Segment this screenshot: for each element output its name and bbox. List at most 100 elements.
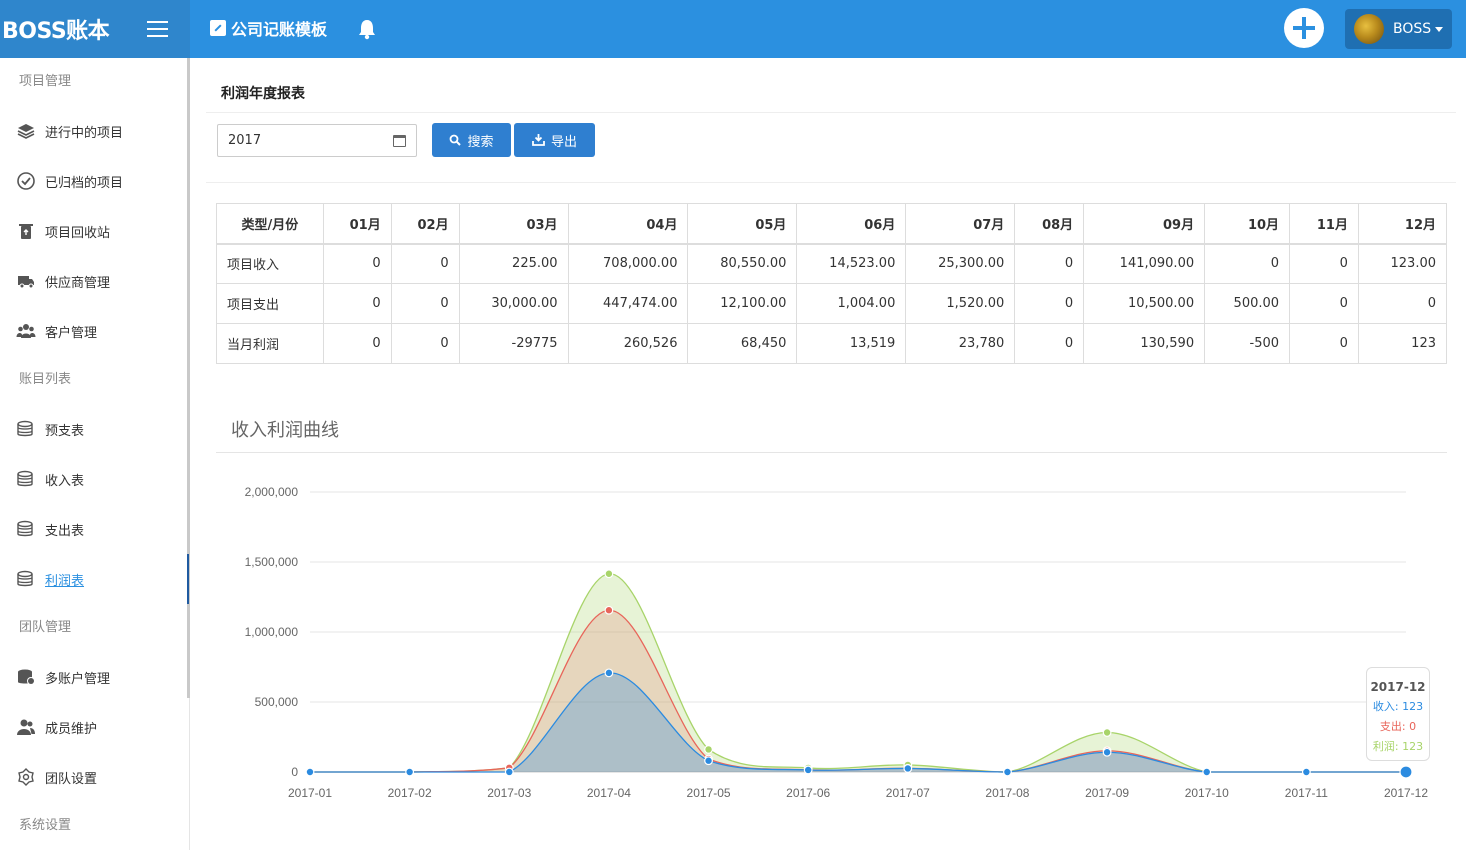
calendar-icon[interactable] [393,134,406,147]
series-area [310,672,1406,772]
x-tick-label: 2017-05 [687,786,731,800]
database-user-icon [18,669,35,685]
database-icon [17,420,33,437]
bell-icon[interactable] [357,18,377,40]
sidebar-item[interactable]: 预支表 [0,404,189,454]
data-point [704,756,713,766]
sidebar: 项目管理 进行中的项目 已归档的项目 项目回收站 供应商管理 客户管理 账目列表 预支表 收入表… [0,58,190,850]
sidebar-item[interactable]: 团队设置 [0,752,189,802]
table-cell: 0 [1357,283,1448,324]
layers-icon [17,124,35,139]
y-tick-label: 1,000,000 [245,625,299,639]
add-button[interactable] [1284,8,1324,48]
avatar [1354,14,1384,44]
table-cell: 500.00 [1204,283,1291,324]
sidebar-item[interactable]: 多账户管理 [0,652,189,702]
page-title: 利润年度报表 [221,86,305,102]
sidebar-item-label: 团队设置 [45,771,98,787]
table-cell: 130,590 [1083,323,1206,364]
table-cell: 123.00 [1357,243,1448,284]
year-input[interactable]: 2017 [217,124,417,157]
divider [216,452,1447,453]
main-content: 利润年度报表 2017 搜索 导出 类型/月份 01月 02月 03月 04月 05月 06… [190,58,1466,850]
brand-logo: BOSS账本 [2,19,110,44]
table-header-cell: 11月 [1289,203,1359,245]
sidebar-item-label: 进行中的项目 [45,125,124,141]
x-tick-label: 2017-07 [886,786,930,800]
sidebar-item[interactable]: 利润表 [0,554,189,604]
x-tick-label: 2017-06 [786,786,830,800]
table-cell: 0 [1014,283,1085,324]
sidebar-item[interactable]: 已归档的项目 [0,156,189,206]
sidebar-group-header: 项目管理 [19,74,72,89]
sidebar-item[interactable]: 成员维护 [0,702,189,752]
data-point [803,765,813,775]
sidebar-item-label: 预支表 [45,423,85,439]
users-icon [16,324,36,338]
year-input-value: 2017 [228,133,262,148]
sidebar-item-label: 成员维护 [45,721,98,737]
data-point [604,668,614,678]
sidebar-item[interactable]: 供应商管理 [0,256,189,306]
sidebar-item-label: 项目回收站 [45,225,111,241]
table-header-cell: 04月 [567,203,689,245]
data-point [1202,767,1212,777]
x-tick-label: 2017-02 [388,786,432,800]
data-point [1003,767,1012,777]
table-header-cell: 03月 [458,203,569,245]
data-point [1301,767,1311,777]
table-cell: 80,550.00 [687,243,798,284]
x-tick-label: 2017-10 [1185,786,1229,800]
tooltip-profit: 利润: 123 [1372,740,1424,753]
sidebar-scrollbar[interactable] [187,58,190,698]
table-cell: -29775 [458,323,569,364]
search-button[interactable]: 搜索 [432,123,511,157]
sidebar-item[interactable]: 支出表 [0,504,189,554]
table-header-cell: 07月 [905,203,1016,245]
table-cell: 12,100.00 [687,283,798,324]
data-point [704,745,713,754]
settings-icon [18,768,34,786]
y-tick-label: 2,000,000 [245,485,299,499]
sidebar-item[interactable]: 收入表 [0,454,189,504]
user-name: BOSS [1393,21,1432,37]
export-button[interactable]: 导出 [514,123,595,157]
download-icon [532,134,545,146]
data-point [604,605,614,615]
x-tick-label: 2017-12 [1384,786,1428,800]
x-tick-label: 2017-04 [587,786,631,800]
table-cell: 447,474.00 [567,283,689,324]
sidebar-item-label: 已归档的项目 [45,175,124,191]
table-header-cell: 02月 [390,203,460,245]
table-cell: 225.00 [458,243,569,284]
sidebar-item[interactable]: 项目回收站 [0,206,189,256]
table-cell: 10,500.00 [1083,283,1206,324]
sidebar-item-label: 利润表 [45,573,85,589]
sidebar-group-header: 团队管理 [19,620,72,635]
sidebar-item-label: 供应商管理 [45,275,111,291]
table-row: 当月利润 0 0 -29775 260,526 68,450 13,519 23,780 0 13… [216,323,1448,364]
sidebar-item-label: 收入表 [45,473,85,489]
table-header-cell: 10月 [1204,203,1291,245]
data-point [405,767,415,777]
table-row: 项目支出 0 0 30,000.00 447,474.00 12,100.00 1,004.… [216,283,1448,324]
series-line [310,573,1407,773]
series-area [310,610,1406,772]
external-link-icon [210,20,226,36]
app-title-link[interactable]: 公司记账模板 [210,16,327,40]
sidebar-item[interactable]: 进行中的项目 [0,106,189,156]
top-bar: BOSS账本 公司记账模板 BOSS [0,0,1466,58]
table-header-cell: 06月 [796,203,907,245]
table-header-cell: 01月 [322,203,392,245]
chart-title: 收入利润曲线 [231,420,339,441]
table-cell: 260,526 [567,323,689,364]
table-cell: 14,523.00 [796,243,907,284]
user-menu-button[interactable]: BOSS [1345,9,1452,49]
menu-toggle-icon[interactable] [147,21,168,37]
table-cell: 1,520.00 [905,283,1016,324]
x-tick-label: 2017-09 [1085,786,1129,800]
x-tick-label: 2017-03 [487,786,531,800]
sidebar-item[interactable]: 客户管理 [0,306,189,356]
sidebar-group-header: 系统设置 [19,818,72,833]
search-button-label: 搜索 [467,134,494,150]
